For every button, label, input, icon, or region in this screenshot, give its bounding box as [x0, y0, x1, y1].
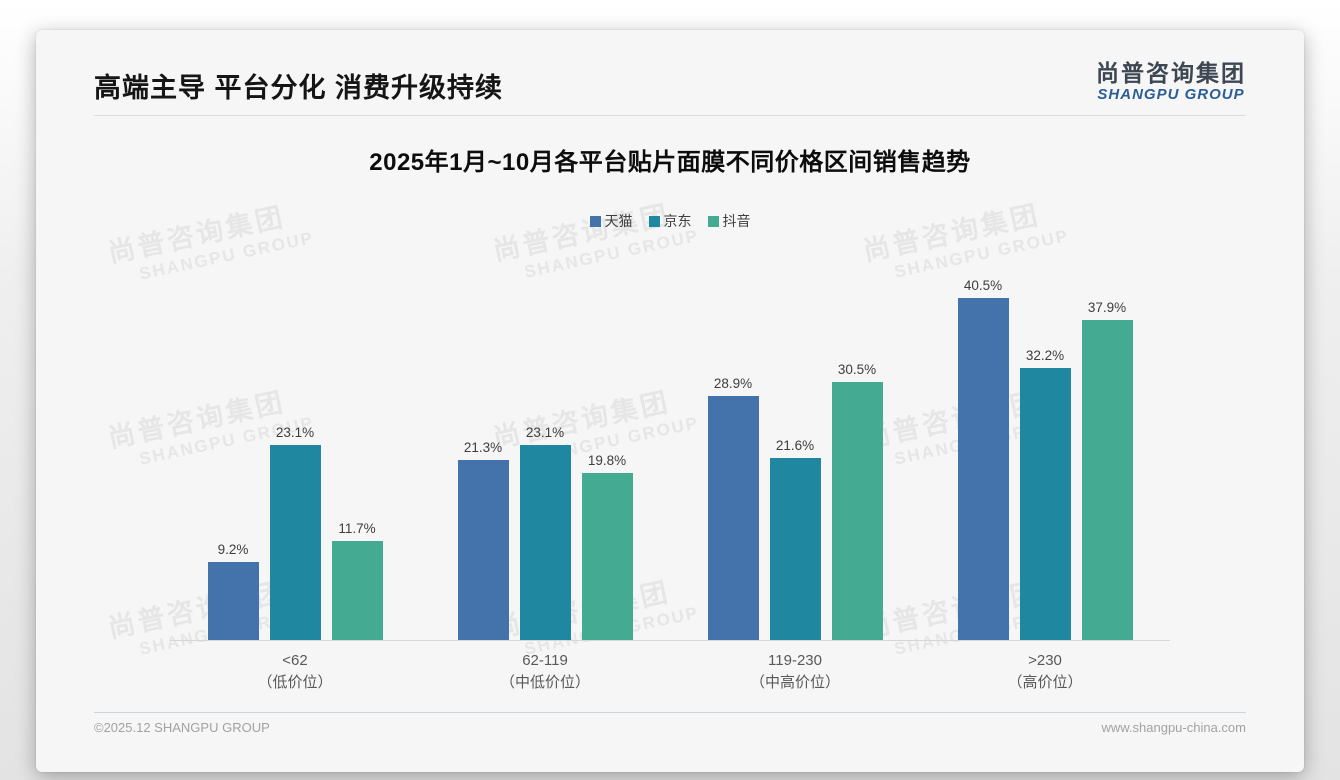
- bar-cell: 37.9%: [1081, 300, 1133, 640]
- bar-cell: 9.2%: [207, 542, 259, 640]
- bar-cell: 21.3%: [457, 440, 509, 640]
- legend-label: 抖音: [722, 213, 751, 229]
- plot-area: 9.2% 23.1% 11.7% 21.3% 23.1% 19.8% 28.9% 21.6% 3…: [170, 261, 1170, 641]
- bar-京东: [519, 445, 571, 640]
- bar-group: 9.2% 23.1% 11.7%: [170, 425, 420, 640]
- bar-cell: 40.5%: [957, 278, 1009, 640]
- legend-label: 京东: [663, 213, 692, 229]
- legend-swatch: [648, 215, 660, 227]
- bar-京东: [269, 445, 321, 640]
- bar-抖音: [581, 473, 633, 640]
- category-label: <62 （低价位）: [170, 650, 420, 694]
- category-tier: （高价位）: [1007, 673, 1083, 691]
- bar-value-label: 21.3%: [463, 440, 503, 455]
- title-divider: [94, 115, 1246, 116]
- bar-value-label: 28.9%: [713, 376, 753, 391]
- bar-value-label: 23.1%: [525, 425, 565, 440]
- category-range: >230: [1028, 652, 1062, 669]
- category-tier: （中高价位）: [749, 673, 840, 691]
- bar-cell: 21.6%: [769, 438, 821, 640]
- category-tier: （低价位）: [257, 673, 333, 691]
- chart-legend: 天猫 京东 抖音: [36, 211, 1304, 231]
- bar-value-label: 30.5%: [837, 362, 877, 377]
- category-label: 119-230 （中高价位）: [670, 650, 920, 694]
- bar-value-label: 19.8%: [587, 453, 627, 468]
- bar-京东: [1019, 368, 1071, 640]
- bar-value-label: 9.2%: [217, 542, 249, 557]
- bar-cell: 11.7%: [331, 521, 383, 640]
- bar-天猫: [707, 396, 759, 640]
- bar-抖音: [331, 541, 383, 640]
- legend-item: 京东: [648, 211, 692, 231]
- slide: 尚普咨询集团 SHANGPU GROUP 尚普咨询集团 SHANGPU GROUP 尚普…: [36, 30, 1304, 772]
- bar-value-label: 32.2%: [1025, 348, 1065, 363]
- bar-value-label: 40.5%: [963, 278, 1003, 293]
- logo-chinese-text: 尚普咨询集团: [1096, 60, 1246, 86]
- category-range: 119-230: [768, 652, 822, 669]
- bar-天猫: [457, 460, 509, 640]
- bar-cell: 32.2%: [1019, 348, 1071, 640]
- legend-label: 天猫: [604, 213, 633, 229]
- bar-cell: 19.8%: [581, 453, 633, 640]
- bar-cell: 30.5%: [831, 362, 883, 640]
- chart: 9.2% 23.1% 11.7% 21.3% 23.1% 19.8% 28.9% 21.6% 3…: [170, 261, 1170, 694]
- bar-抖音: [831, 382, 883, 640]
- bar-group: 28.9% 21.6% 30.5%: [670, 362, 920, 640]
- category-label: >230 （高价位）: [920, 650, 1170, 694]
- bar-value-label: 11.7%: [338, 521, 376, 536]
- bar-cell: 23.1%: [269, 425, 321, 640]
- legend-item: 天猫: [589, 211, 633, 231]
- category-range: 62-119: [522, 652, 568, 669]
- category-label: 62-119 （中低价位）: [420, 650, 670, 694]
- axis-labels: <62 （低价位） 62-119 （中低价位） 119-230 （中高价位） >230 （高价…: [170, 650, 1170, 694]
- bar-cell: 28.9%: [707, 376, 759, 640]
- bar-京东: [769, 458, 821, 640]
- bar-group: 21.3% 23.1% 19.8%: [420, 425, 670, 640]
- bar-抖音: [1081, 320, 1133, 640]
- company-logo: 尚普咨询集团 SHANGPU GROUP: [1096, 60, 1246, 104]
- slide-footer: ©2025.12 SHANGPU GROUP www.shangpu-china…: [94, 712, 1246, 735]
- bar-group: 40.5% 32.2% 37.9%: [920, 278, 1170, 640]
- legend-swatch: [707, 215, 719, 227]
- bar-cell: 23.1%: [519, 425, 571, 640]
- slide-header: 高端主导 平台分化 消费升级持续 尚普咨询集团 SHANGPU GROUP: [36, 30, 1304, 105]
- legend-swatch: [589, 215, 601, 227]
- bar-value-label: 21.6%: [775, 438, 815, 453]
- bar-天猫: [207, 562, 259, 640]
- bar-value-label: 37.9%: [1087, 300, 1127, 315]
- legend-item: 抖音: [707, 211, 751, 231]
- category-range: <62: [282, 652, 308, 669]
- category-tier: （中低价位）: [499, 673, 590, 691]
- page-title: 高端主导 平台分化 消费升级持续: [94, 73, 504, 103]
- footer-copyright: ©2025.12 SHANGPU GROUP: [94, 720, 270, 735]
- bar-天猫: [957, 298, 1009, 640]
- logo-english-text: SHANGPU GROUP: [1097, 86, 1245, 104]
- chart-title: 2025年1月~10月各平台贴片面膜不同价格区间销售趋势: [369, 149, 971, 176]
- bar-value-label: 23.1%: [275, 425, 315, 440]
- footer-website-link[interactable]: www.shangpu-china.com: [1101, 720, 1246, 735]
